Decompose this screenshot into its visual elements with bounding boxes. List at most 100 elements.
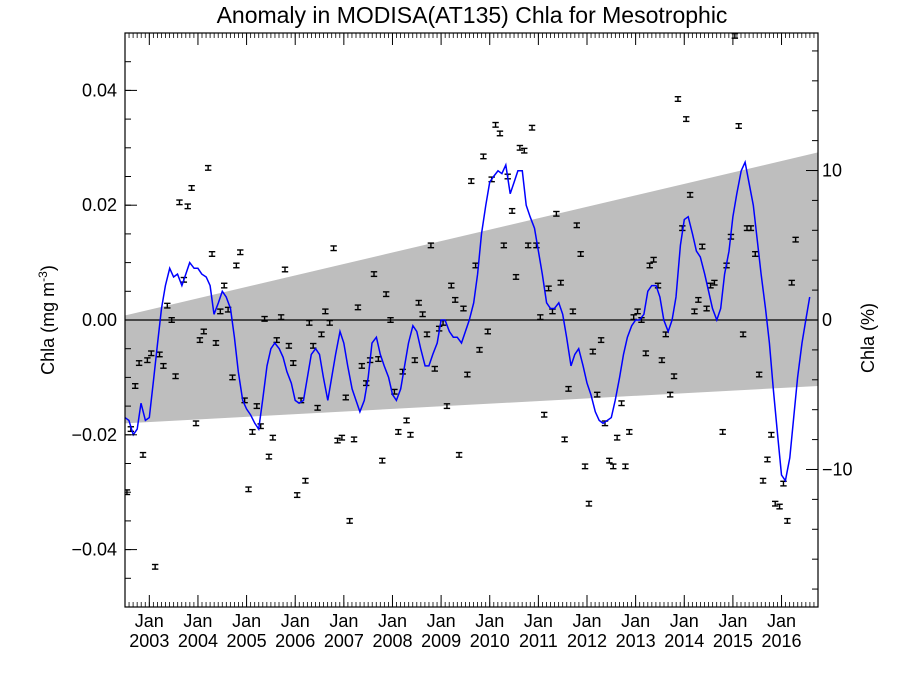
data-point	[237, 249, 244, 256]
data-point	[204, 164, 212, 171]
y-axis-label-left-text: Chla (mg m	[38, 282, 58, 375]
data-point	[132, 383, 139, 390]
x-tick-label-year: 2003	[129, 631, 169, 651]
data-point	[618, 400, 625, 407]
data-point	[703, 305, 710, 312]
data-point	[460, 305, 467, 312]
data-point	[772, 500, 779, 507]
data-point	[508, 207, 516, 214]
data-point	[379, 457, 386, 464]
data-point	[156, 351, 163, 358]
data-point	[476, 346, 483, 353]
data-point	[496, 130, 504, 137]
data-point	[196, 337, 204, 344]
data-point	[573, 222, 580, 229]
x-tick-label-month: Jan	[135, 611, 164, 631]
data-point	[370, 271, 378, 278]
data-point	[610, 463, 617, 470]
data-point	[443, 403, 451, 410]
data-point	[176, 199, 183, 206]
x-tick-label-year: 2011	[519, 631, 558, 651]
data-point	[135, 360, 143, 367]
x-tick-label-year: 2007	[324, 631, 364, 651]
data-point	[634, 308, 641, 315]
data-point	[606, 457, 613, 464]
data-point	[395, 428, 402, 435]
data-point	[212, 339, 220, 346]
data-point	[719, 428, 726, 435]
data-point	[200, 328, 207, 335]
data-point	[192, 420, 200, 427]
data-point	[415, 299, 422, 306]
data-point	[646, 262, 653, 269]
trend-band	[125, 152, 818, 424]
y-tick-label-left: 0.04	[82, 80, 117, 100]
x-tick-label-month: Jan	[427, 611, 456, 631]
data-point	[455, 451, 463, 458]
x-tick-label-year: 2009	[421, 631, 461, 651]
data-point	[755, 371, 763, 378]
x-tick-label-month: Jan	[670, 611, 699, 631]
data-point	[334, 437, 341, 444]
x-tick-label-month: Jan	[378, 611, 407, 631]
x-tick-label-month: Jan	[475, 611, 504, 631]
data-point	[695, 296, 702, 303]
title: Anomaly in MODISA(AT135) Chla for Mesotr…	[217, 2, 728, 28]
data-point	[521, 147, 528, 154]
x-tick-label-year: 2016	[762, 631, 802, 651]
data-point	[747, 225, 755, 232]
data-point	[739, 331, 747, 338]
data-point	[480, 153, 487, 160]
data-point	[188, 184, 195, 191]
y-tick-label-left: 0.02	[82, 195, 117, 215]
data-point	[318, 331, 325, 338]
data-point	[184, 203, 191, 210]
data-point	[342, 394, 349, 401]
data-point	[338, 434, 346, 441]
data-point	[387, 317, 394, 323]
data-point	[569, 308, 577, 315]
data-point	[585, 500, 593, 507]
x-tick-label-year: 2014	[664, 631, 704, 651]
data-point	[144, 357, 151, 364]
data-point	[261, 315, 268, 322]
data-point	[229, 374, 236, 381]
y-tick-label-left: −0.04	[71, 540, 117, 560]
data-point	[148, 350, 155, 357]
data-point	[151, 563, 159, 570]
data-point	[172, 373, 179, 380]
data-point	[350, 436, 358, 443]
data-point	[484, 328, 491, 335]
x-tick-label-year: 2010	[470, 631, 510, 651]
data-point	[306, 319, 313, 326]
data-point	[597, 337, 605, 344]
y-axis-label-left-sup: -3	[36, 271, 50, 282]
data-point	[683, 116, 690, 123]
y-axis-label-right: Chla (%)	[858, 303, 878, 373]
data-point	[253, 403, 260, 410]
data-point	[528, 124, 536, 131]
x-tick-label-month: Jan	[621, 611, 650, 631]
data-point	[581, 463, 589, 470]
data-point	[691, 308, 698, 315]
data-point	[650, 256, 657, 263]
data-point	[281, 266, 289, 273]
data-point	[290, 360, 297, 367]
data-point	[217, 308, 224, 315]
data-point	[565, 385, 572, 392]
y-tick-label-right: 0	[822, 310, 832, 330]
data-point	[524, 242, 532, 249]
data-point	[764, 456, 771, 463]
plot-area	[125, 33, 818, 570]
data-point	[788, 279, 795, 286]
data-point	[699, 243, 706, 250]
data-point	[448, 282, 455, 289]
data-point	[431, 365, 438, 372]
data-point	[589, 348, 597, 355]
data-point	[557, 279, 564, 286]
data-point	[613, 434, 621, 441]
data-point	[642, 350, 650, 357]
data-point	[561, 436, 568, 443]
data-point	[330, 245, 337, 252]
data-point	[784, 517, 791, 524]
